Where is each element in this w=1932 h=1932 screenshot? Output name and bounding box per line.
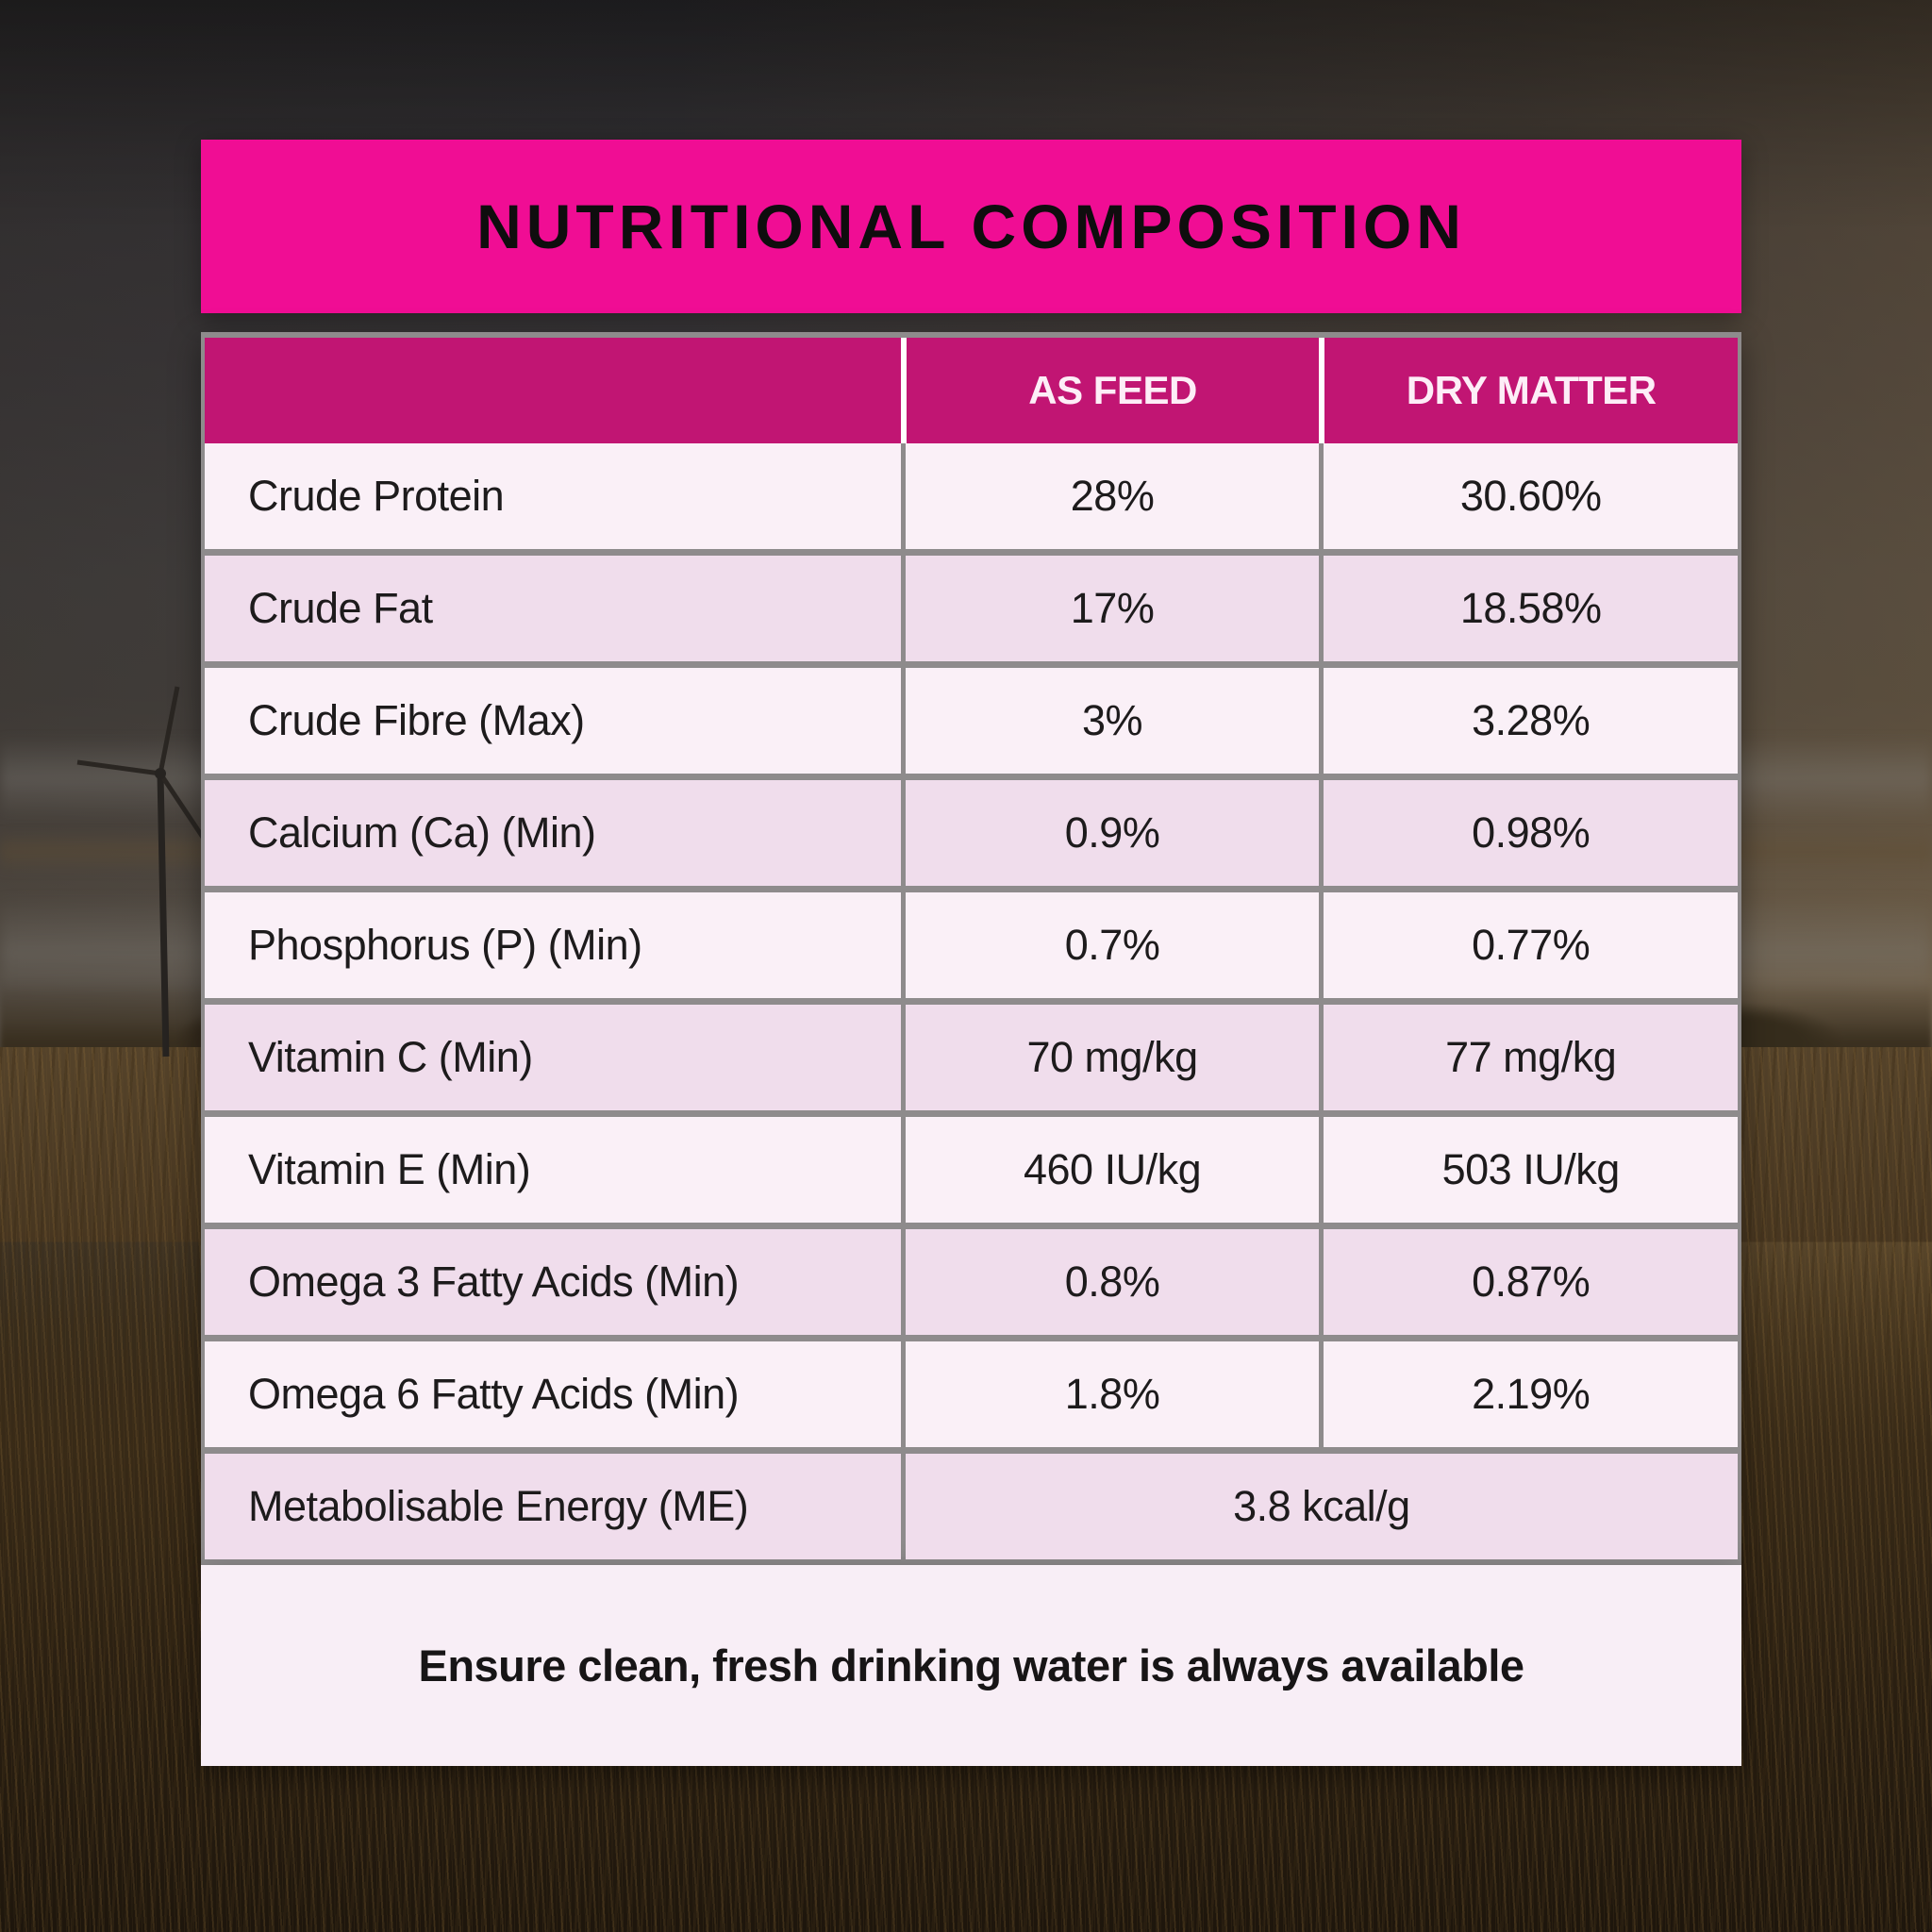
table-row: Omega 6 Fatty Acids (Min) 1.8% 2.19% [205,1341,1738,1447]
table-row: Calcium (Ca) (Min) 0.9% 0.98% [205,780,1738,886]
row-label: Omega 3 Fatty Acids (Min) [205,1229,901,1335]
as-feed-value: 70 mg/kg [905,1005,1320,1110]
table-row: Omega 3 Fatty Acids (Min) 0.8% 0.87% [205,1229,1738,1335]
column-header-as-feed: AS FEED [906,338,1320,443]
table-row: Crude Protein 28% 30.60% [205,443,1738,549]
as-feed-value: 460 IU/kg [905,1117,1320,1223]
nutrition-panel: NUTRITIONAL COMPOSITION AS FEED DRY MATT… [201,140,1741,1766]
column-header-blank [205,338,901,443]
table-row: Crude Fibre (Max) 3% 3.28% [205,668,1738,774]
table-row: Vitamin E (Min) 460 IU/kg 503 IU/kg [205,1117,1738,1223]
dry-matter-value: 2.19% [1324,1341,1738,1447]
wind-turbine-silhouette [76,686,210,1058]
row-label: Calcium (Ca) (Min) [205,780,901,886]
as-feed-value: 0.7% [905,892,1320,998]
footer-note: Ensure clean, fresh drinking water is al… [418,1641,1524,1690]
dry-matter-value: 0.98% [1324,780,1738,886]
table-header-row: AS FEED DRY MATTER [205,338,1738,443]
row-label: Crude Fat [205,556,901,661]
row-label: Metabolisable Energy (ME) [205,1454,901,1559]
dry-matter-value: 0.77% [1324,892,1738,998]
dry-matter-value: 77 mg/kg [1324,1005,1738,1110]
table-body: Crude Protein 28% 30.60% Crude Fat 17% 18.… [205,443,1738,1559]
row-label: Crude Protein [205,443,901,549]
table-row: Vitamin C (Min) 70 mg/kg 77 mg/kg [205,1005,1738,1110]
as-feed-value: 3% [905,668,1320,774]
row-label: Omega 6 Fatty Acids (Min) [205,1341,901,1447]
dry-matter-value: 503 IU/kg [1324,1117,1738,1223]
table-row: Phosphorus (P) (Min) 0.7% 0.77% [205,892,1738,998]
row-label: Vitamin C (Min) [205,1005,901,1110]
nutrition-table: AS FEED DRY MATTER Crude Protein 28% 30.6… [201,332,1741,1565]
title-table-gap [201,313,1741,332]
row-label: Vitamin E (Min) [205,1117,901,1223]
row-label: Phosphorus (P) (Min) [205,892,901,998]
dry-matter-value: 18.58% [1324,556,1738,661]
as-feed-value: 0.9% [905,780,1320,886]
table-row: Metabolisable Energy (ME) 3.8 kcal/g [205,1454,1738,1559]
row-label: Crude Fibre (Max) [205,668,901,774]
table-row: Crude Fat 17% 18.58% [205,556,1738,661]
as-feed-value: 28% [905,443,1320,549]
dry-matter-value: 0.87% [1324,1229,1738,1335]
as-feed-value: 1.8% [905,1341,1320,1447]
as-feed-value: 17% [905,556,1320,661]
page-title: NUTRITIONAL COMPOSITION [476,192,1466,261]
metabolisable-energy-value: 3.8 kcal/g [905,1454,1738,1559]
as-feed-value: 0.8% [905,1229,1320,1335]
dry-matter-value: 30.60% [1324,443,1738,549]
dry-matter-value: 3.28% [1324,668,1738,774]
title-bar: NUTRITIONAL COMPOSITION [201,140,1741,313]
column-header-dry-matter: DRY MATTER [1324,338,1738,443]
footer-note-bar: Ensure clean, fresh drinking water is al… [201,1565,1741,1766]
